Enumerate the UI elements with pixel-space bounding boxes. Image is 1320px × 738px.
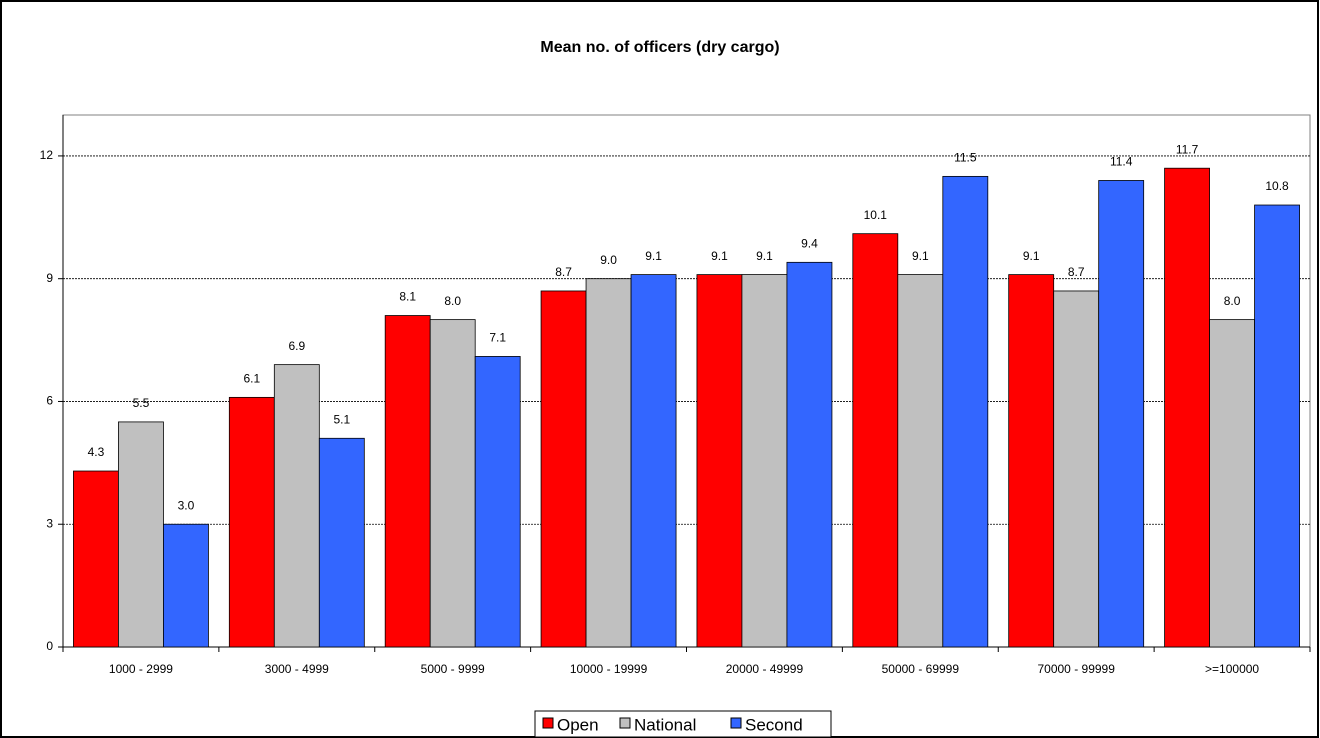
y-tick-label: 12 <box>40 148 54 162</box>
value-label: 8.7 <box>555 265 572 279</box>
x-tick-label: 70000 - 99999 <box>1037 662 1115 676</box>
bar <box>942 175 989 648</box>
x-tick-label: 10000 - 19999 <box>570 662 648 676</box>
bar <box>696 274 743 648</box>
value-label: 4.3 <box>88 445 105 459</box>
value-label: 9.1 <box>711 249 728 263</box>
value-label: 7.1 <box>489 331 506 345</box>
legend-label: Second <box>745 715 803 734</box>
x-tick-label: 50000 - 69999 <box>882 662 960 676</box>
value-label: 11.4 <box>1110 155 1133 169</box>
bar <box>852 233 899 648</box>
bar <box>630 274 677 648</box>
y-tick-label: 0 <box>46 639 53 653</box>
bar <box>897 274 944 648</box>
value-label: 10.1 <box>864 208 888 222</box>
bar <box>540 290 587 648</box>
x-tick-label: 5000 - 9999 <box>421 662 485 676</box>
value-label: 8.0 <box>444 294 461 308</box>
bar <box>1008 274 1055 648</box>
value-label: 3.0 <box>178 498 195 512</box>
bar <box>585 278 632 648</box>
value-label: 6.1 <box>243 372 260 386</box>
value-label: 9.1 <box>912 249 929 263</box>
value-label: 11.5 <box>954 151 977 165</box>
bar <box>786 261 833 648</box>
bar <box>1209 319 1255 648</box>
x-tick-label: 20000 - 49999 <box>726 662 804 676</box>
value-label: 11.7 <box>1176 142 1199 156</box>
bar <box>73 470 119 648</box>
legend-box <box>534 710 832 738</box>
y-tick-label: 9 <box>46 271 53 285</box>
bar <box>741 274 788 648</box>
bar <box>384 315 431 648</box>
value-label: 5.1 <box>333 412 350 426</box>
chart-title: Mean no. of officers (dry cargo) <box>540 39 779 56</box>
x-tick-label: >=100000 <box>1205 662 1259 676</box>
value-label: 5.5 <box>133 396 150 410</box>
bar <box>1098 180 1145 648</box>
bar <box>1254 204 1300 648</box>
value-label: 9.0 <box>600 253 617 267</box>
bar <box>163 523 209 648</box>
x-tick-label: 3000 - 4999 <box>265 662 329 676</box>
legend-swatch <box>542 717 554 729</box>
y-tick-label: 6 <box>46 394 53 408</box>
value-label: 8.1 <box>399 290 416 304</box>
legend-label: National <box>634 715 696 734</box>
value-label: 8.7 <box>1068 265 1085 279</box>
value-label: 9.1 <box>1023 249 1040 263</box>
bar <box>1053 290 1100 648</box>
value-label: 8.0 <box>1224 294 1241 308</box>
bar <box>1164 167 1210 648</box>
value-label: 10.8 <box>1265 179 1289 193</box>
value-label: 9.1 <box>756 249 773 263</box>
legend-swatch <box>619 717 631 729</box>
bar <box>273 364 320 648</box>
value-label: 9.4 <box>801 236 818 250</box>
bar <box>118 421 164 648</box>
x-tick-label: 1000 - 2999 <box>109 662 173 676</box>
bar <box>429 319 476 648</box>
bar <box>318 437 365 648</box>
bar <box>474 356 521 648</box>
legend-label: Open <box>557 715 599 734</box>
value-label: 9.1 <box>645 249 662 263</box>
value-label: 6.9 <box>288 339 305 353</box>
bar <box>228 396 275 648</box>
y-tick-label: 3 <box>46 516 53 530</box>
legend-swatch <box>730 717 742 729</box>
